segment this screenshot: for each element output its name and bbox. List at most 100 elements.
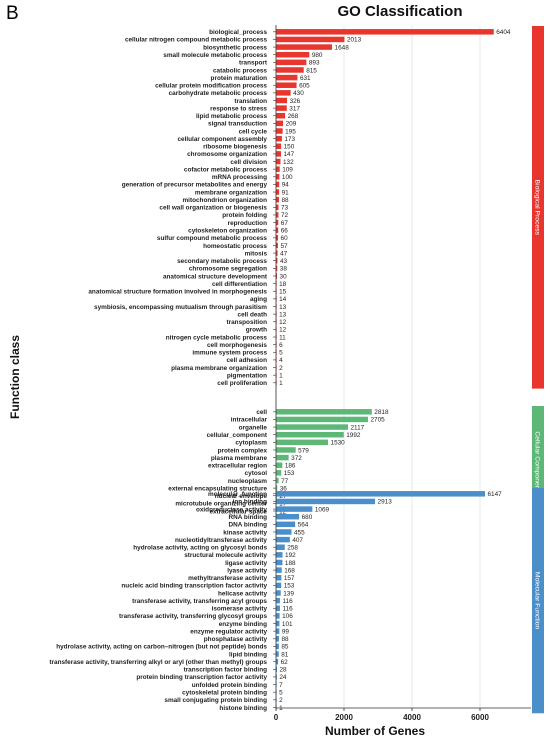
category-label: mRNA processing — [212, 174, 267, 181]
data-label: 88 — [281, 636, 289, 643]
bar — [276, 409, 372, 415]
category-label: isomerase activity — [212, 606, 268, 613]
data-label: 157 — [284, 575, 295, 582]
category-label: hydrolase activity, acting on glycosyl b… — [133, 545, 267, 552]
data-label: 38 — [280, 266, 288, 273]
bar — [276, 212, 279, 218]
category-label: nucleic acid binding transcription facto… — [121, 583, 267, 590]
x-axis-label: Number of Genes — [324, 724, 426, 738]
category-label: generation of precursor metabolites and … — [122, 182, 268, 189]
category-label: cytoskeleton organization — [188, 227, 267, 234]
data-label: 2117 — [350, 424, 364, 431]
data-label: 132 — [283, 159, 294, 166]
bar — [276, 590, 281, 596]
bar — [276, 36, 345, 43]
bar — [276, 439, 329, 446]
data-label: 28 — [279, 667, 287, 674]
bar — [276, 196, 279, 203]
data-label: 605 — [299, 83, 310, 90]
group-strip-label: Biological Process — [534, 180, 541, 236]
bar — [276, 559, 283, 566]
category-label: cell death — [238, 311, 268, 318]
data-label: 317 — [289, 105, 300, 112]
bar — [276, 544, 285, 550]
bar — [276, 44, 333, 50]
data-label: 12 — [279, 319, 287, 326]
bar — [276, 265, 278, 272]
category-label: cellular nitrogen compound metabolic pro… — [125, 37, 267, 44]
data-label: 24 — [279, 674, 287, 681]
category-label: carbohydrate metabolic process — [169, 90, 268, 97]
category-label: translation — [234, 98, 267, 105]
bar — [276, 658, 279, 665]
data-label: 85 — [281, 644, 289, 651]
bar — [276, 67, 304, 73]
category-label: response to stress — [210, 105, 267, 112]
data-label: 5 — [279, 350, 283, 357]
data-label: 13 — [279, 304, 287, 311]
bar — [276, 181, 280, 188]
bar — [276, 574, 282, 581]
data-label: 258 — [287, 545, 298, 552]
category-label: membrane organization — [195, 189, 267, 196]
bar — [276, 416, 368, 423]
data-label: 2913 — [378, 499, 393, 506]
bar — [276, 605, 280, 612]
category-label: nucleotidyltransferase activity — [175, 537, 267, 544]
x-tick-label: 2000 — [335, 713, 353, 722]
data-label: 268 — [288, 113, 299, 120]
category-label: cell morphogenesis — [207, 342, 267, 349]
category-label: mitosis — [245, 250, 268, 257]
category-label: plasma membrane — [211, 455, 268, 462]
data-label: 1 — [279, 380, 283, 387]
category-label: cellular_component — [207, 432, 268, 439]
bar — [276, 506, 313, 512]
category-label: transport — [239, 60, 268, 67]
bar — [276, 204, 279, 211]
data-label: 139 — [283, 590, 294, 597]
category-label: external encapsulating structure — [168, 485, 267, 492]
category-label: plasma membrane organization — [171, 365, 267, 372]
data-label: 192 — [285, 552, 296, 559]
data-label: 11 — [279, 334, 286, 341]
bar — [276, 613, 280, 619]
category-label: biosynthetic process — [203, 44, 267, 51]
category-label: protein maturation — [211, 75, 268, 82]
category-label: small molecule metabolic process — [163, 52, 267, 59]
data-label: 101 — [282, 621, 293, 628]
category-label: reproduction — [228, 220, 268, 227]
bar — [276, 120, 284, 127]
bar — [276, 431, 344, 438]
data-label: 150 — [284, 144, 295, 151]
category-label: extracellular region — [208, 463, 267, 470]
data-label: 579 — [298, 447, 309, 454]
category-label: ribosome biogenesis — [203, 144, 267, 151]
category-label: molecular_function — [208, 491, 267, 498]
category-label: ion binding — [233, 499, 268, 506]
data-label: 5 — [279, 689, 283, 696]
category-label: cytoskeletal protein binding — [182, 689, 267, 696]
data-label: 72 — [281, 212, 289, 219]
category-label: transferase activity, transferring acyl … — [132, 598, 267, 605]
category-label: protein folding — [222, 212, 267, 219]
bar — [276, 59, 307, 66]
category-label: organelle — [239, 424, 268, 431]
bar — [276, 477, 279, 484]
bar — [276, 235, 279, 241]
bar — [276, 105, 287, 111]
category-label: transcription factor binding — [184, 667, 268, 674]
category-label: ligase activity — [225, 560, 267, 567]
category-label: phosphatase activity — [204, 636, 268, 643]
category-label: protein complex — [218, 447, 268, 454]
x-tick-label: 0 — [274, 713, 279, 722]
data-label: 1648 — [335, 44, 350, 51]
category-label: hydrolase activity, acting on carbon–nit… — [56, 644, 267, 651]
category-label: cell proliferation — [217, 380, 267, 387]
bar — [276, 498, 376, 505]
bar — [276, 597, 280, 604]
data-label: 168 — [284, 567, 295, 574]
data-label: 407 — [292, 537, 303, 544]
category-label: lipid metabolic process — [196, 113, 267, 120]
data-label: 106 — [282, 613, 293, 620]
data-label: 631 — [300, 75, 311, 82]
